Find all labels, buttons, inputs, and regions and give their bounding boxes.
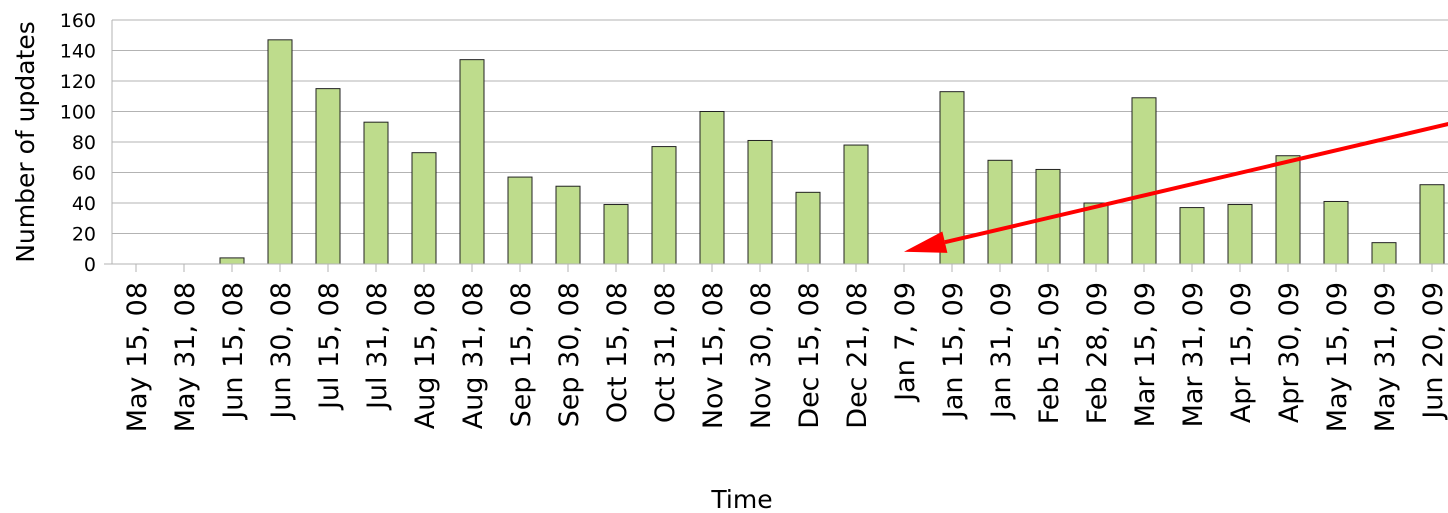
x-tick-label: Jun 15, 08 bbox=[218, 282, 249, 421]
bar bbox=[1371, 242, 1397, 265]
x-axis-title: Time bbox=[710, 485, 772, 513]
x-tick-label: Sep 15, 08 bbox=[506, 282, 537, 427]
x-tick-label: May 31, 09 bbox=[1370, 282, 1401, 432]
y-axis-title: Number of updates bbox=[11, 21, 40, 263]
bar bbox=[1275, 155, 1301, 265]
bar bbox=[507, 176, 533, 265]
arrow-shaft bbox=[944, 121, 1448, 245]
bar bbox=[747, 139, 773, 265]
x-tick-label: Jul 15, 08 bbox=[314, 282, 345, 411]
x-tick-label: Dec 21, 08 bbox=[842, 282, 873, 429]
bar bbox=[1131, 97, 1157, 265]
y-tick-label: 140 bbox=[60, 41, 96, 63]
y-tick-label: 20 bbox=[72, 224, 96, 246]
x-tick-label: Nov 15, 08 bbox=[698, 282, 729, 429]
x-tick-label: Jan 7, 09 bbox=[890, 282, 921, 403]
x-tick-label: Jun 30, 08 bbox=[266, 282, 297, 421]
x-tick-label: Feb 15, 09 bbox=[1034, 282, 1065, 424]
x-tick-label: Nov 30, 08 bbox=[746, 282, 777, 429]
x-tick-label: Jan 15, 09 bbox=[938, 282, 969, 420]
bar bbox=[1083, 202, 1109, 265]
x-tick-labels: May 15, 08 May 31, 08 Jun 15, 08 Jun 30, 08… bbox=[122, 282, 1448, 432]
x-tick-label: Oct 31, 08 bbox=[650, 282, 681, 423]
axes bbox=[104, 20, 1448, 272]
y-tick-label: 40 bbox=[72, 193, 96, 215]
x-tick-label: Jul 31, 08 bbox=[362, 282, 393, 411]
x-tick-label: Jun 20, 09 bbox=[1418, 282, 1448, 421]
y-tick-labels: 0 20 40 60 80 100 120 140 160 bbox=[60, 10, 96, 276]
y-tick-label: 0 bbox=[84, 254, 96, 276]
x-tick-label: May 15, 09 bbox=[1322, 282, 1353, 432]
bar bbox=[1323, 200, 1349, 265]
y-tick-label: 80 bbox=[72, 132, 96, 154]
y-tick-label: 120 bbox=[60, 71, 96, 93]
bar bbox=[699, 111, 725, 265]
bars bbox=[219, 39, 1445, 265]
bar bbox=[795, 191, 821, 265]
y-tick-label: 160 bbox=[60, 10, 96, 32]
x-tick-label: Oct 15, 08 bbox=[602, 282, 633, 423]
annotation-arrow bbox=[904, 121, 1448, 253]
grid-lines bbox=[112, 19, 1448, 234]
arrow-head bbox=[904, 231, 948, 253]
x-tick-label: Aug 31, 08 bbox=[458, 282, 489, 429]
y-tick-label: 100 bbox=[60, 102, 96, 124]
bar bbox=[267, 39, 293, 265]
x-tick-label: May 15, 08 bbox=[122, 282, 153, 432]
bar bbox=[315, 88, 341, 265]
x-tick-label: Jan 31, 09 bbox=[986, 282, 1017, 420]
x-tick-label: May 31, 08 bbox=[170, 282, 201, 432]
bar bbox=[555, 185, 581, 265]
bar bbox=[987, 159, 1013, 265]
x-tick-label: Apr 15, 09 bbox=[1226, 282, 1257, 423]
bar bbox=[411, 152, 437, 265]
bar bbox=[219, 257, 245, 265]
bar bbox=[939, 91, 965, 265]
x-tick-label: Apr 30, 09 bbox=[1274, 282, 1305, 423]
x-tick-label: Dec 15, 08 bbox=[794, 282, 825, 429]
bar bbox=[1227, 204, 1253, 265]
bar bbox=[651, 146, 677, 265]
bar bbox=[363, 121, 389, 265]
bar bbox=[603, 204, 629, 265]
x-tick-label: Mar 31, 09 bbox=[1178, 282, 1209, 427]
x-tick-label: Sep 30, 08 bbox=[554, 282, 585, 427]
bar bbox=[1419, 184, 1445, 265]
x-tick-label: Aug 15, 08 bbox=[410, 282, 441, 429]
bar bbox=[1179, 207, 1205, 265]
bar bbox=[459, 59, 485, 265]
bar bbox=[843, 144, 869, 265]
x-tick-label: Mar 15, 09 bbox=[1130, 282, 1161, 427]
x-tick-label: Feb 28, 09 bbox=[1082, 282, 1113, 424]
y-tick-label: 60 bbox=[72, 163, 96, 185]
